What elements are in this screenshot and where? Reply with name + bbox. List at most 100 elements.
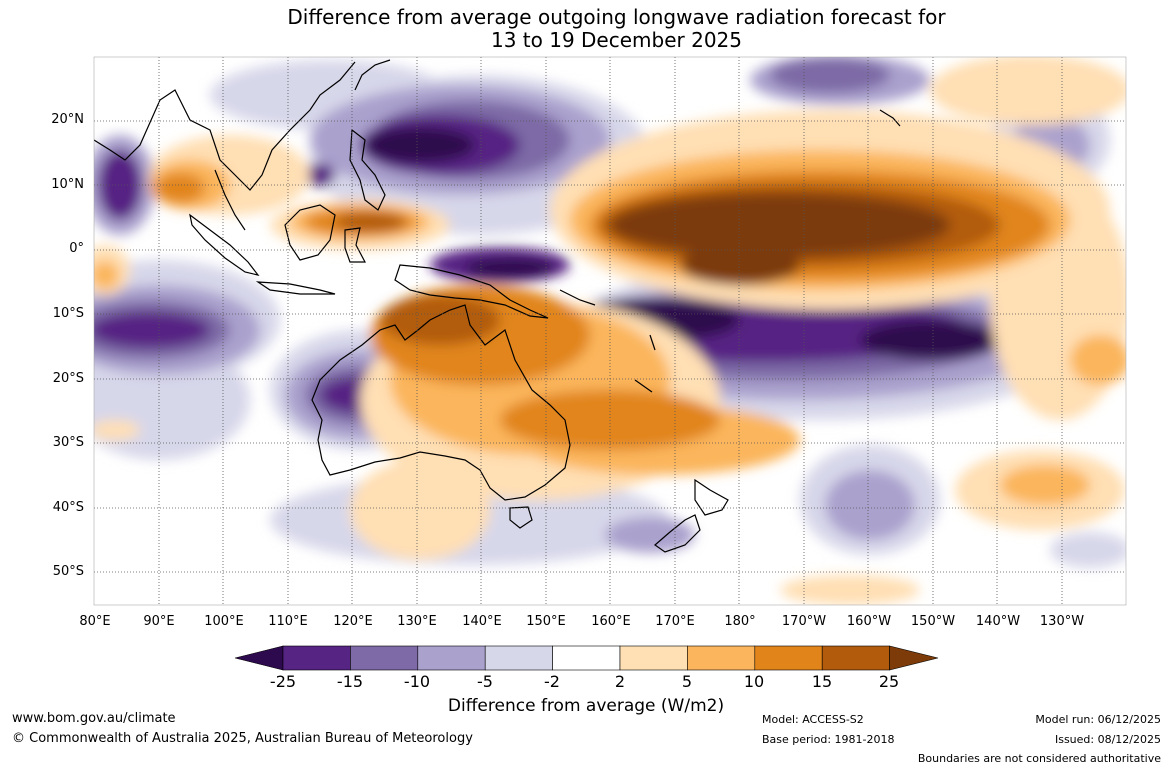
model-text: Model: ACCESS-S2 (762, 713, 864, 726)
colorbar-segment (687, 645, 756, 671)
anomaly-region (335, 212, 405, 232)
malay-peninsula-coastline (214, 169, 246, 231)
philippines-coastline (349, 128, 386, 211)
anomaly-region (860, 320, 1000, 360)
lon-label-130e: 130°E (397, 614, 437, 629)
lon-label-170e: 170°E (655, 614, 695, 629)
lon-label-180: 180° (724, 614, 756, 629)
anomaly-region (610, 193, 950, 257)
lat-label-10n: 10°N (51, 177, 84, 192)
colorbar-tick-label: -25 (269, 672, 297, 691)
colorbar-segment (754, 645, 823, 671)
vanuatu-coastline (649, 334, 656, 351)
colorbar-segment (552, 645, 621, 671)
colorbar-tick-label: -10 (403, 672, 431, 691)
anomaly-region (770, 57, 890, 93)
lat-label-20n: 20°N (51, 112, 84, 127)
colorbar-segment (350, 645, 419, 671)
lon-label-120e: 120°E (333, 614, 373, 629)
australia-coastline (311, 304, 571, 501)
anomaly-region (465, 258, 555, 278)
anomaly-region (94, 420, 140, 440)
anomaly-region (1070, 335, 1126, 385)
lon-label-100e: 100°E (204, 614, 244, 629)
lon-label-160w: 160°W (846, 614, 892, 629)
lon-label-90e: 90°E (143, 614, 175, 629)
anomaly-region (605, 517, 695, 553)
anomaly-region (1050, 532, 1126, 568)
colorbar (234, 645, 939, 671)
hawaii-coastline (879, 109, 901, 127)
lat-label-eq: 0° (69, 241, 84, 256)
lat-label-10s: 10°S (52, 306, 84, 321)
anomaly-region (350, 460, 490, 560)
colorbar-label: Difference from average (W/m2) (447, 696, 725, 716)
colorbar-tick-label: -15 (336, 672, 364, 691)
anomaly-region (380, 295, 500, 345)
anomaly-region (930, 57, 1126, 125)
disclaimer-text: Boundaries are not considered authoritat… (917, 752, 1161, 765)
colorbar-tick-label: 25 (878, 672, 900, 691)
lat-label-30s: 30°S (52, 435, 84, 450)
solomon-islands-coastline (559, 289, 596, 306)
tasmania-coastline (509, 506, 533, 529)
issued-text: Issued: 08/12/2025 (1054, 733, 1161, 746)
anomaly-region (94, 312, 210, 348)
anomaly-region (1000, 465, 1090, 505)
colorbar-segment (417, 645, 486, 671)
coastlines (94, 59, 901, 553)
graticule (94, 57, 1126, 605)
anomaly-region (305, 163, 335, 187)
sumatra-coastline (189, 213, 260, 276)
anomaly-region (680, 245, 800, 285)
colorbar-tick-label: 2 (614, 672, 626, 691)
asia-mainland-coastline (94, 61, 356, 191)
colorbar-tick-label: -5 (477, 672, 493, 691)
lon-label-140w: 140°W (975, 614, 1021, 629)
anomaly-region (780, 575, 920, 605)
colorbar-extend-low (234, 645, 284, 671)
new-zealand-south-coastline (654, 514, 701, 553)
copyright-text: © Commonwealth of Australia 2025, Austra… (12, 731, 473, 746)
anomaly-region (155, 173, 205, 203)
lon-label-160e: 160°E (591, 614, 631, 629)
chart-title-line1: Difference from average outgoing longwav… (287, 5, 946, 29)
lon-label-110e: 110°E (268, 614, 308, 629)
anomaly-region (825, 470, 915, 540)
lon-label-80e: 80°E (79, 614, 111, 629)
map-area (94, 57, 1126, 605)
map-frame (93, 56, 1127, 606)
colorbar-segment (484, 645, 553, 671)
new-caledonia-coastline (634, 379, 653, 393)
lat-label-20s: 20°S (52, 371, 84, 386)
colorbar-tick-label: 10 (743, 672, 765, 691)
chart-title-line2: 13 to 19 December 2025 (490, 28, 742, 52)
colorbar-tick-label: 5 (681, 672, 693, 691)
lat-label-40s: 40°S (52, 500, 84, 515)
lon-label-150e: 150°E (526, 614, 566, 629)
anomaly-region (94, 261, 119, 289)
lon-label-150w: 150°W (910, 614, 956, 629)
colorbar-segment (821, 645, 890, 671)
japan-coastline (354, 59, 391, 91)
new-zealand-north-coastline (694, 478, 729, 516)
anomaly-field (94, 57, 1126, 605)
borneo-coastline (284, 204, 336, 261)
sulawesi-coastline (344, 227, 366, 263)
lon-label-140e: 140°E (462, 614, 502, 629)
lon-label-130w: 130°W (1039, 614, 1085, 629)
java-coastline (255, 281, 336, 295)
colorbar-tick-label: -2 (544, 672, 560, 691)
lon-label-170w: 170°W (781, 614, 827, 629)
colorbar-segment (282, 645, 351, 671)
anomaly-region (98, 150, 142, 220)
colorbar-extend-high (889, 645, 939, 671)
model-run-text: Model run: 06/12/2025 (1035, 713, 1161, 726)
lat-label-50s: 50°S (52, 564, 84, 579)
website-text: www.bom.gov.au/climate (12, 711, 176, 726)
colorbar-tick-label: 15 (811, 672, 833, 691)
base-period-text: Base period: 1981-2018 (762, 733, 895, 746)
colorbar-segment (619, 645, 688, 671)
anomaly-region (365, 127, 475, 163)
